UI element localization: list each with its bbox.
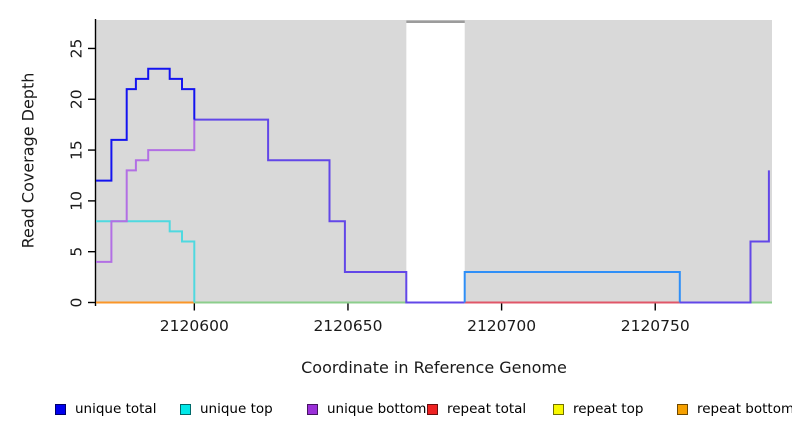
- series-segment-unique-bottom-purple: [96, 119, 196, 263]
- legend-item-repeat-total: repeat total: [427, 398, 526, 420]
- series-segment-unique-top-cyan: [96, 220, 196, 303]
- y-tick-label: 0: [68, 298, 86, 308]
- legend-item-unique-top: unique top: [180, 398, 273, 420]
- x-tick-label: 2120600: [160, 317, 229, 335]
- series-segment-merged-right-violet: [679, 170, 770, 304]
- legend-swatch-unique-top: [180, 403, 191, 415]
- x-axis-title: Coordinate in Reference Genome: [301, 358, 567, 377]
- legend: unique total unique top unique bottom repea…: [0, 398, 792, 422]
- legend-label: repeat top: [573, 401, 644, 417]
- y-tick-label: 20: [68, 89, 86, 109]
- legend-label: unique total: [75, 401, 157, 417]
- legend-label: unique bottom: [327, 401, 427, 417]
- x-tick-label: 2120700: [467, 317, 536, 335]
- series-segment-merged-blue-purple: [194, 118, 465, 304]
- legend-item-unique-bottom: unique bottom: [307, 398, 426, 420]
- x-tick-label: 2120750: [621, 317, 690, 335]
- series-segment-unique-total-blue: [96, 67, 196, 182]
- legend-label: repeat bottom: [697, 401, 792, 417]
- legend-item-unique-total: unique total: [55, 398, 156, 420]
- legend-swatch-repeat-total: [427, 403, 438, 415]
- coverage-gap-cap: [406, 20, 465, 23]
- coverage-gap-band: [406, 23, 465, 303]
- y-axis-title: Read Coverage Depth: [18, 72, 38, 249]
- legend-label: unique top: [200, 401, 273, 417]
- legend-item-repeat-top: repeat top: [553, 398, 643, 420]
- series-segment-merged-blue-cyan: [463, 271, 681, 303]
- legend-swatch-repeat-bottom: [677, 403, 688, 415]
- y-tick-label: 5: [68, 247, 86, 257]
- legend-item-repeat-bottom: repeat bottom: [677, 398, 792, 420]
- legend-swatch-repeat-top: [553, 403, 564, 415]
- legend-swatch-unique-total: [55, 403, 66, 415]
- legend-swatch-unique-bottom: [307, 403, 318, 415]
- y-tick-label: 10: [68, 191, 86, 211]
- x-tick-label: 2120650: [313, 317, 382, 335]
- legend-label: repeat total: [447, 401, 527, 417]
- y-tick-label: 15: [68, 140, 86, 160]
- y-tick-label: 25: [68, 39, 86, 59]
